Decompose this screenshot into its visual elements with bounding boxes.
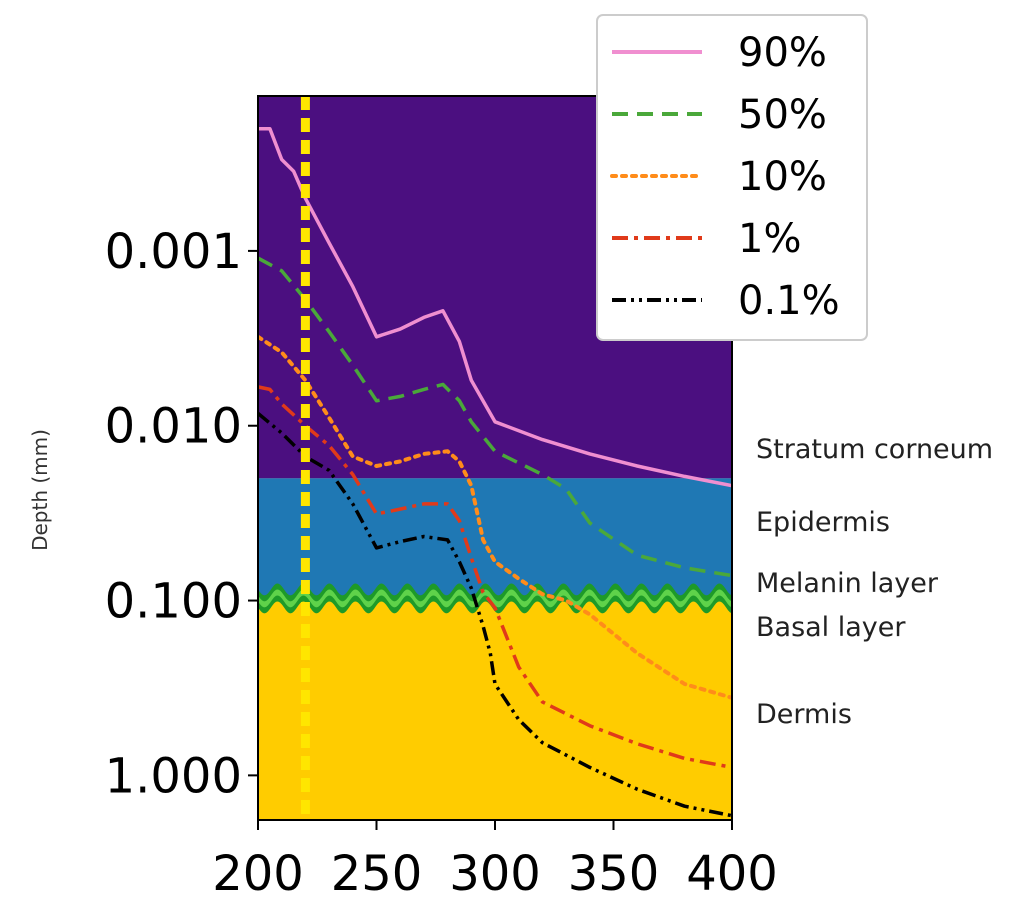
- legend-label: 90%: [738, 30, 827, 76]
- legend-label: 10%: [738, 154, 827, 200]
- x-tick-label: 350: [568, 846, 660, 902]
- y-tick-label: 0.100: [105, 574, 242, 630]
- y-tick-label: 1.000: [105, 748, 242, 804]
- layer-epidermis: [258, 478, 732, 601]
- series-line-10pct: [258, 334, 732, 700]
- legend: 90% 50% 10% 1% 0.1%: [596, 14, 868, 341]
- series-line-90pct: [258, 126, 732, 488]
- legend-label: 1%: [738, 216, 801, 262]
- layer-label-dermis: Dermis: [756, 699, 852, 730]
- y-tick-label: 0.001: [105, 224, 242, 280]
- layer-label-basal-layer: Basal layer: [756, 612, 906, 643]
- y-tick-label: 0.010: [105, 399, 242, 455]
- x-tick-label: 200: [212, 846, 304, 902]
- x-tick-label: 250: [331, 846, 423, 902]
- axes: Stratum corneum Epidermis Melanin layer Bas…: [28, 95, 993, 902]
- series-line-0-1pct: [258, 412, 732, 818]
- legend-label: 0.1%: [738, 278, 840, 324]
- layer-melanin-highlight: [258, 589, 732, 608]
- layer-label-stratum-corneum: Stratum corneum: [756, 434, 993, 465]
- x-tick-label: 300: [449, 846, 541, 902]
- legend-label: 50%: [738, 92, 827, 138]
- x-tick-label: 400: [686, 846, 778, 902]
- legend-box: [596, 14, 868, 341]
- layer-label-epidermis: Epidermis: [756, 507, 890, 538]
- layer-dermis: [258, 600, 732, 820]
- y-axis-label: Depth (mm): [28, 429, 52, 551]
- layer-label-melanin-layer: Melanin layer: [756, 568, 939, 599]
